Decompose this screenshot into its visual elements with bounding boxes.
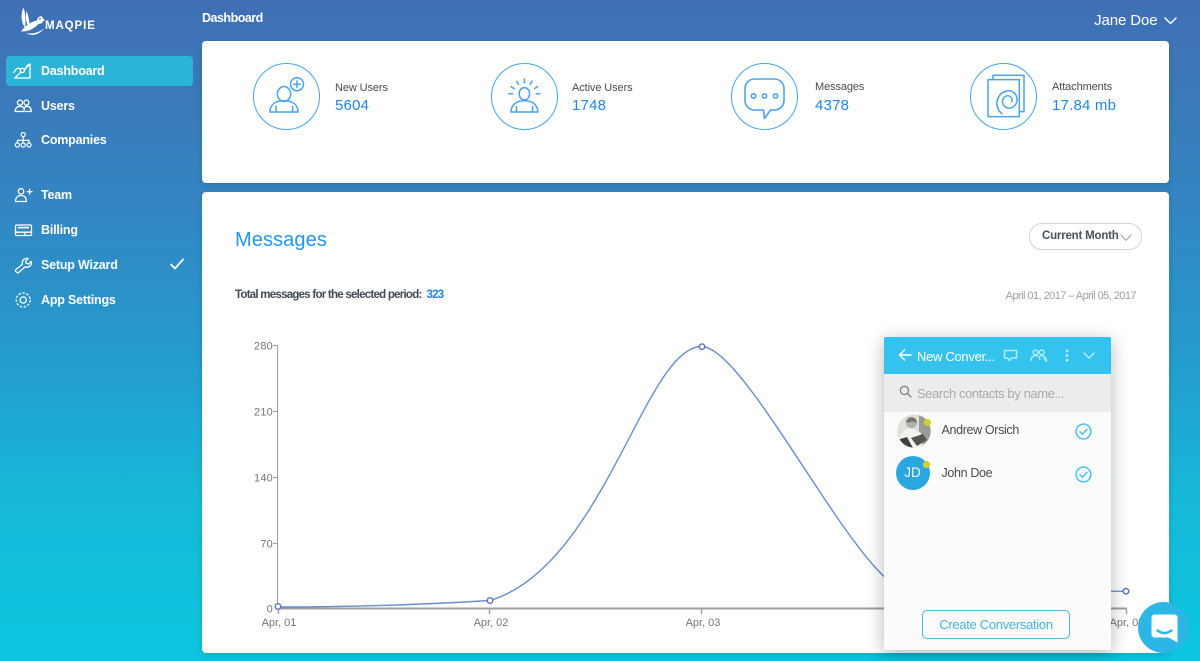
svg-text:Apr, 03: Apr, 03 <box>686 617 721 629</box>
svg-text:0: 0 <box>267 604 273 616</box>
svg-text:Apr, 05: Apr, 05 <box>1110 617 1145 629</box>
svg-text:280: 280 <box>254 341 273 353</box>
svg-text:Apr, 02: Apr, 02 <box>474 617 509 629</box>
svg-text:140: 140 <box>254 473 273 485</box>
svg-text:70: 70 <box>260 539 273 551</box>
svg-text:210: 210 <box>254 407 273 419</box>
svg-text:Apr, 01: Apr, 01 <box>262 617 297 629</box>
